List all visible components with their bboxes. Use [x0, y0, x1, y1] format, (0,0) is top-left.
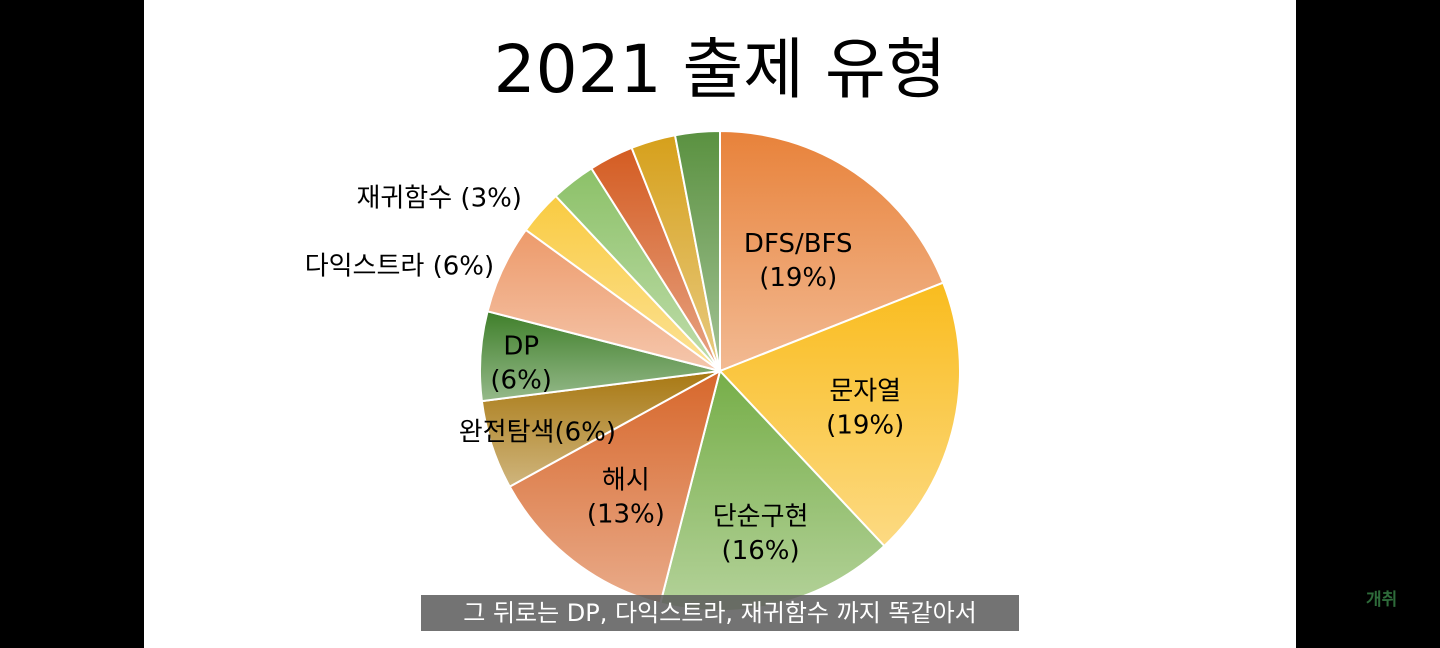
slice-value-label-2: (16%): [722, 536, 800, 566]
slice-label-5: DP: [503, 331, 539, 361]
slice-label-1: 문자열: [829, 376, 901, 406]
pie-slices: [479, 129, 961, 612]
chart-title: 2021 출제 유형: [494, 31, 947, 108]
slice-name-4: 완전탐색: [459, 417, 555, 447]
slice-value-label-0: (19%): [759, 263, 837, 293]
slide: 2021 출제 유형 DFS/BFS (19%) 문자열 (19%) 단순구현 (16%)…: [144, 0, 1296, 648]
channel-watermark: 개취: [1366, 590, 1398, 610]
pie-chart: 2021 출제 유형 DFS/BFS (19%) 문자열 (19%) 단순구현 (16%)…: [305, 31, 961, 612]
slice-name-7: 재귀함수: [356, 183, 452, 213]
slice-value-label-7: (3%): [452, 183, 522, 213]
slice-labels: DFS/BFS (19%) 문자열 (19%) 단순구현 (16%) 해시 (13%) 완전탐색…: [305, 183, 905, 566]
slice-name-6: 다익스트라: [305, 252, 425, 282]
slice-value-label-6: (6%): [424, 252, 494, 282]
slice-value-label-4: (6%): [554, 417, 616, 447]
pie-slice-1: [718, 281, 961, 548]
slice-label-7: 재귀함수 (3%): [356, 183, 522, 213]
slice-value-label-3: (13%): [587, 499, 665, 529]
slice-label-6: 다익스트라 (6%): [305, 252, 494, 282]
slice-value-label-1: (19%): [826, 410, 904, 440]
pie-slice-11: [673, 129, 721, 372]
pie-slice-0: [719, 129, 945, 373]
slice-label-4: 완전탐색(6%): [459, 417, 616, 447]
slice-label-3: 해시: [602, 465, 650, 495]
slice-label-0: DFS/BFS: [744, 229, 853, 259]
subtitle-caption: 그 뒤로는 DP, 다익스트라, 재귀함수 까지 똑같아서: [421, 595, 1019, 631]
slice-value-label-5: (6%): [490, 365, 552, 395]
slice-label-2: 단순구현: [713, 502, 809, 532]
